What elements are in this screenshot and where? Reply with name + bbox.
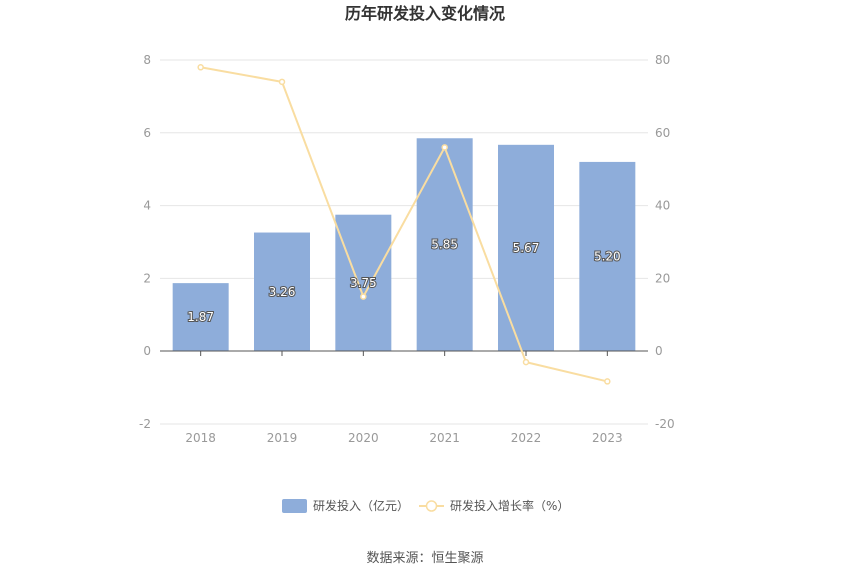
y-right-tick-label: -20 xyxy=(655,417,675,431)
legend-label-line: 研发投入增长率（%） xyxy=(450,498,569,513)
bar-data-label: 1.87 xyxy=(187,310,214,324)
bar-data-label: 3.75 xyxy=(350,276,377,290)
bar xyxy=(254,232,310,351)
bar-layer xyxy=(172,138,636,351)
legend-label-bar: 研发投入（亿元） xyxy=(313,498,409,513)
y-right-tick-label: 0 xyxy=(655,344,663,358)
growth-rate-point xyxy=(604,378,611,385)
bar-data-label: 5.85 xyxy=(431,238,458,252)
x-tick-label: 2020 xyxy=(348,431,379,445)
source-note: 数据来源：恒生聚源 xyxy=(366,551,483,566)
bar-data-label: 5.67 xyxy=(513,241,540,255)
x-tick-label: 2018 xyxy=(185,431,216,445)
y-left-tick-label: 2 xyxy=(143,271,151,285)
growth-rate-line xyxy=(200,66,608,383)
chart-title: 历年研发投入变化情况 xyxy=(345,4,505,23)
label-layer: 1.87 3.26 3.75 5.85 5.67 5.20 xyxy=(186,237,621,325)
x-tick-label: 2021 xyxy=(429,431,460,445)
y-left-tick-label: 6 xyxy=(143,126,151,140)
x-tick-label: 2022 xyxy=(511,431,542,445)
line-layer xyxy=(197,64,611,385)
bar xyxy=(172,283,229,351)
bar xyxy=(416,138,473,351)
y-left-tick-label: 4 xyxy=(143,199,151,213)
y-right-tick-label: 60 xyxy=(655,126,670,140)
y-right-tick-label: 20 xyxy=(655,271,670,285)
bar-data-label: 3.26 xyxy=(269,285,296,299)
x-tick-label: 2019 xyxy=(267,431,298,445)
y-left-tick-label: 8 xyxy=(143,53,151,67)
x-tick-label: 2023 xyxy=(592,431,623,445)
grid-layer xyxy=(160,59,648,425)
bar-data-label: 5.20 xyxy=(594,249,621,263)
growth-rate-point xyxy=(360,293,367,300)
growth-rate-point xyxy=(197,64,204,71)
legend-swatch-marker xyxy=(425,500,438,512)
bar xyxy=(579,161,636,351)
growth-rate-point xyxy=(441,144,448,151)
bar xyxy=(498,144,554,351)
legend: 研发投入（亿元） 研发投入增长率（%） xyxy=(282,498,569,513)
y-right-tick-label: 40 xyxy=(655,199,670,213)
bar xyxy=(335,214,392,351)
y-left-tick-label: -2 xyxy=(139,417,151,431)
growth-rate-point xyxy=(522,358,530,366)
legend-swatch-bar xyxy=(282,499,307,513)
growth-rate-point xyxy=(278,78,286,86)
y-left-tick-label: 0 xyxy=(143,344,151,358)
y-right-tick-label: 80 xyxy=(655,53,670,67)
